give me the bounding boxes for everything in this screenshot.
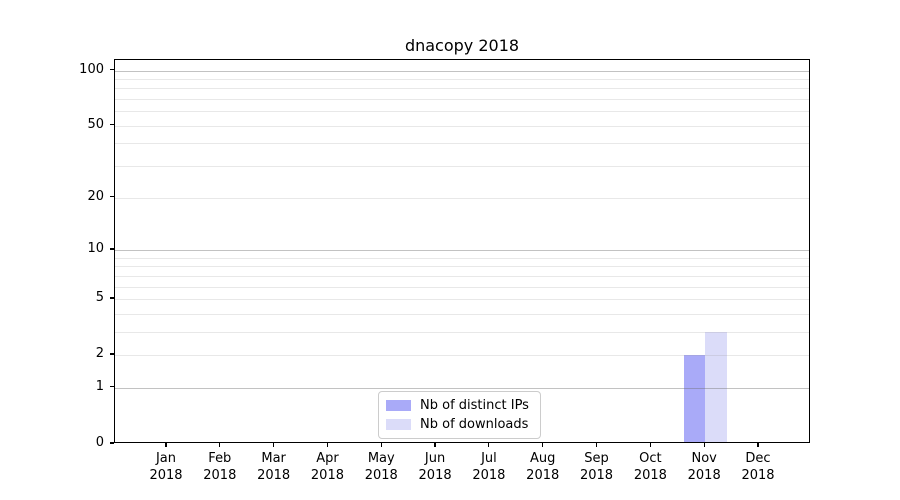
gridline-minor-y8 bbox=[115, 266, 809, 268]
x-tick-label-jul: Jul 2018 bbox=[472, 451, 506, 483]
y-tick-mark-100 bbox=[110, 68, 114, 71]
plot-area bbox=[114, 59, 810, 443]
x-tick-mark-apr bbox=[326, 443, 329, 447]
x-tick-label-jun: Jun 2018 bbox=[418, 451, 452, 483]
x-tick-mark-may bbox=[380, 443, 382, 447]
gridline-minor-y80 bbox=[115, 88, 809, 90]
x-tick-label-mar: Mar 2018 bbox=[257, 451, 291, 483]
legend-label-downloads: Nb of downloads bbox=[420, 417, 529, 432]
x-tick-mark-jul bbox=[488, 443, 490, 447]
x-tick-mark-feb bbox=[219, 443, 221, 447]
gridline-minor-y3 bbox=[115, 331, 809, 333]
x-tick-mark-dec bbox=[757, 443, 759, 447]
gridline-major-y100 bbox=[115, 70, 809, 72]
x-tick-label-aug: Aug 2018 bbox=[526, 451, 560, 483]
gridline-minor-y30 bbox=[115, 166, 809, 168]
legend-entry-downloads: Nb of downloads bbox=[386, 417, 529, 432]
y-tick-mark-1 bbox=[110, 386, 114, 388]
y-tick-label-5: 5 bbox=[95, 289, 104, 305]
gridline-minor-y20 bbox=[115, 197, 809, 199]
y-tick-label-100: 100 bbox=[79, 61, 104, 77]
x-tick-mark-aug bbox=[542, 443, 544, 447]
x-tick-mark-jan bbox=[165, 443, 167, 447]
bar-downloads-nov bbox=[705, 331, 727, 442]
gridline-minor-y5 bbox=[115, 298, 809, 300]
gridline-minor-y60 bbox=[115, 111, 809, 113]
x-tick-label-oct: Oct 2018 bbox=[633, 451, 667, 483]
gridline-minor-y7 bbox=[115, 275, 809, 277]
gridline-minor-y50 bbox=[115, 125, 809, 127]
gridline-minor-y90 bbox=[115, 78, 809, 80]
x-tick-label-apr: Apr 2018 bbox=[310, 451, 344, 483]
legend-entry-distinct-ips: Nb of distinct IPs bbox=[386, 398, 529, 413]
gridline-minor-y40 bbox=[115, 143, 809, 145]
x-tick-label-nov: Nov 2018 bbox=[687, 451, 721, 483]
legend: Nb of distinct IPs Nb of downloads bbox=[378, 391, 541, 439]
x-tick-label-dec: Dec 2018 bbox=[741, 451, 775, 483]
x-tick-label-jan: Jan 2018 bbox=[149, 451, 183, 483]
gridline-major-y10 bbox=[115, 249, 809, 251]
y-tick-label-1: 1 bbox=[95, 378, 104, 394]
x-tick-mark-nov bbox=[703, 443, 705, 447]
x-tick-label-may: May 2018 bbox=[364, 451, 398, 483]
gridline-minor-y70 bbox=[115, 99, 809, 101]
y-tick-mark-5 bbox=[110, 297, 114, 299]
y-tick-label-0: 0 bbox=[95, 435, 104, 450]
legend-swatch-distinct-ips bbox=[386, 400, 411, 411]
x-tick-label-feb: Feb 2018 bbox=[203, 451, 237, 483]
y-tick-mark-2 bbox=[110, 353, 114, 355]
gridline-minor-y9 bbox=[115, 257, 809, 259]
y-tick-label-50: 50 bbox=[87, 116, 104, 132]
y-tick-mark-50 bbox=[110, 124, 114, 126]
x-tick-mark-sep bbox=[595, 443, 598, 447]
bar-distinct-ips-nov bbox=[683, 355, 706, 442]
legend-label-distinct-ips: Nb of distinct IPs bbox=[420, 398, 529, 413]
legend-swatch-downloads bbox=[386, 419, 411, 430]
y-tick-mark-0 bbox=[110, 442, 114, 444]
gridline-minor-y4 bbox=[115, 313, 809, 315]
x-tick-mark-jun bbox=[434, 443, 436, 447]
chart-title: dnacopy 2018 bbox=[404, 36, 520, 55]
x-tick-mark-oct bbox=[649, 443, 651, 447]
y-tick-mark-10 bbox=[110, 248, 114, 250]
x-tick-mark-mar bbox=[273, 443, 275, 447]
x-tick-label-sep: Sep 2018 bbox=[579, 451, 614, 483]
gridline-major-y1 bbox=[115, 387, 809, 389]
gridline-minor-y2 bbox=[115, 355, 809, 357]
y-tick-label-10: 10 bbox=[87, 240, 104, 256]
y-tick-label-20: 20 bbox=[87, 188, 104, 204]
y-tick-mark-20 bbox=[110, 196, 114, 198]
y-tick-label-2: 2 bbox=[95, 346, 104, 362]
gridline-minor-y6 bbox=[115, 286, 809, 288]
